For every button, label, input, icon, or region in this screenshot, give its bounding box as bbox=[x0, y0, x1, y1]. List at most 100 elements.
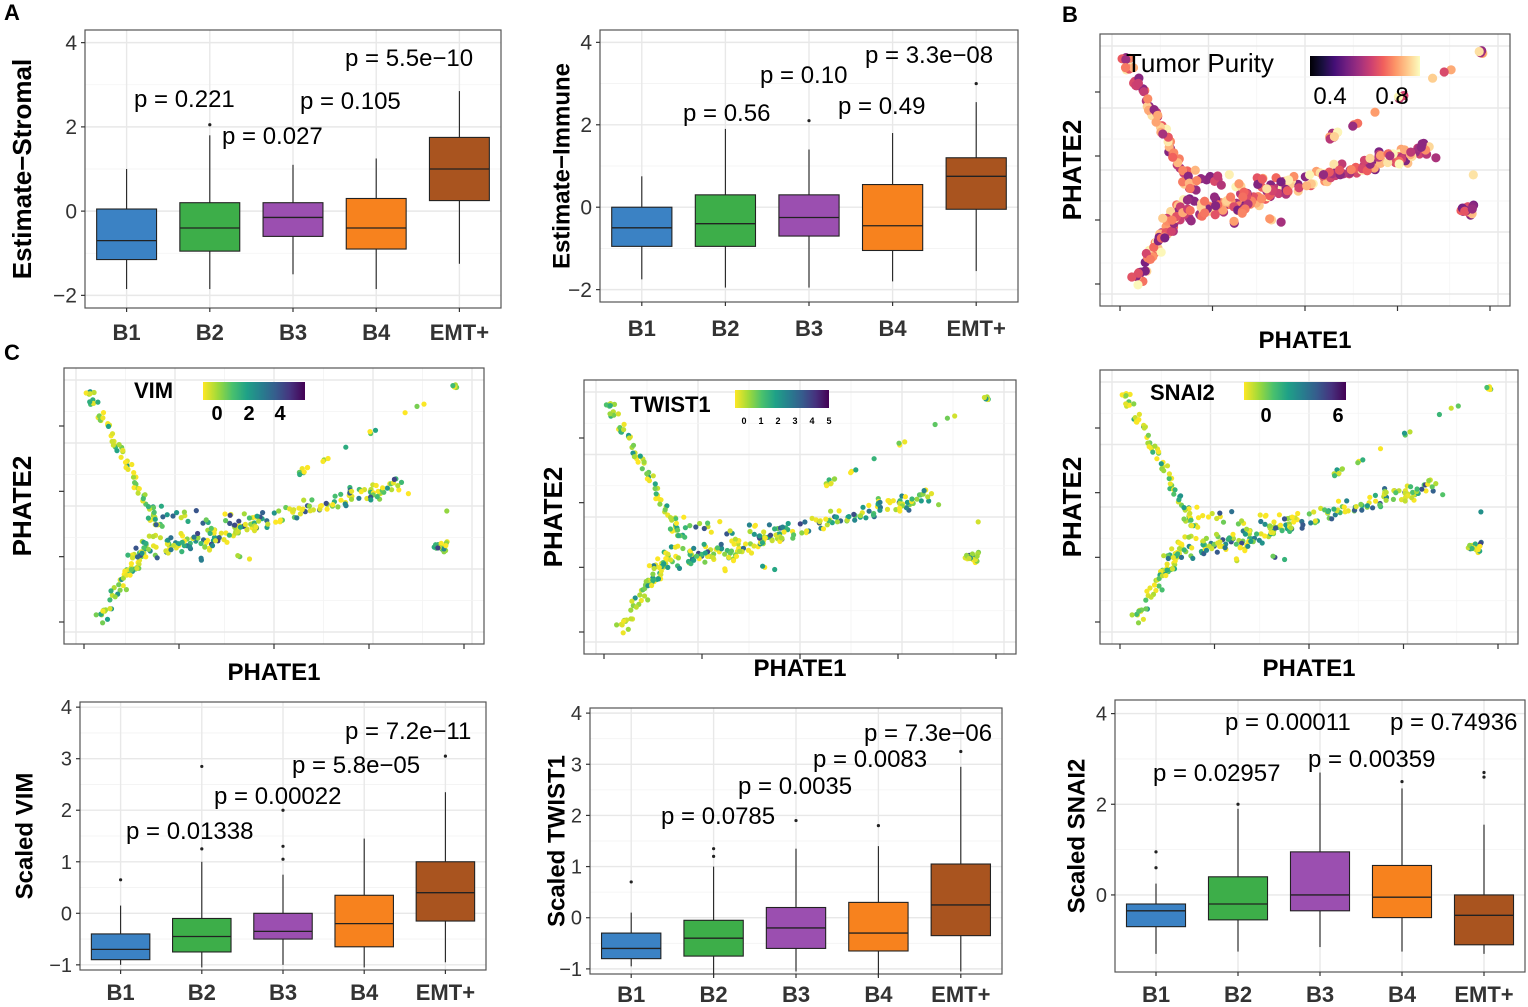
data-point bbox=[921, 488, 927, 494]
data-point bbox=[154, 555, 160, 561]
data-point bbox=[1156, 247, 1166, 257]
box-B2 bbox=[694, 194, 757, 247]
data-point bbox=[656, 564, 662, 571]
data-point bbox=[153, 544, 159, 550]
y-tick-label: 2 bbox=[61, 800, 72, 822]
data-point bbox=[645, 597, 651, 603]
data-point bbox=[1306, 511, 1312, 517]
data-point bbox=[1166, 475, 1172, 482]
data-point bbox=[207, 530, 213, 537]
outlier-point bbox=[1236, 802, 1240, 806]
data-point bbox=[111, 585, 117, 591]
data-point bbox=[1190, 165, 1200, 175]
y-tick-label: 0 bbox=[61, 903, 72, 925]
y-tick-label: 4 bbox=[65, 32, 77, 55]
data-point bbox=[629, 598, 635, 604]
data-point bbox=[652, 481, 658, 487]
data-point bbox=[681, 514, 687, 520]
data-point bbox=[87, 391, 93, 397]
outlier-point bbox=[712, 847, 716, 851]
data-point bbox=[122, 459, 129, 465]
data-point bbox=[202, 544, 208, 550]
data-point bbox=[1359, 507, 1365, 513]
data-point bbox=[804, 528, 810, 534]
data-point bbox=[680, 545, 686, 552]
data-point bbox=[1276, 512, 1282, 518]
data-point bbox=[120, 583, 126, 589]
data-point bbox=[1135, 620, 1142, 626]
data-point bbox=[1360, 457, 1366, 463]
data-point bbox=[1409, 495, 1415, 501]
data-point bbox=[1182, 534, 1188, 540]
data-point bbox=[133, 545, 139, 551]
data-point bbox=[1214, 549, 1220, 555]
data-point bbox=[114, 448, 120, 454]
y-axis-title: PHATE2 bbox=[1057, 457, 1087, 558]
data-point bbox=[630, 442, 637, 448]
data-point bbox=[277, 517, 283, 523]
data-point bbox=[1262, 521, 1268, 527]
data-point bbox=[1300, 522, 1306, 528]
p-value-annotation: p = 0.0083 bbox=[813, 746, 927, 773]
data-point bbox=[112, 594, 118, 600]
data-point bbox=[1215, 540, 1221, 546]
p-value-annotation: p = 0.105 bbox=[300, 88, 401, 115]
data-point bbox=[603, 402, 610, 408]
colorbar-tick-label: 0 bbox=[211, 403, 222, 425]
data-point bbox=[443, 543, 449, 549]
data-point bbox=[752, 523, 758, 529]
data-point bbox=[296, 505, 302, 511]
data-point bbox=[1467, 204, 1477, 214]
data-point bbox=[1182, 195, 1192, 205]
p-value-annotation: p = 0.74936 bbox=[1390, 709, 1517, 736]
data-point bbox=[384, 485, 390, 491]
data-point bbox=[290, 508, 296, 514]
y-tick-label: 0 bbox=[1096, 885, 1107, 907]
data-point bbox=[824, 522, 830, 528]
data-point bbox=[791, 532, 797, 538]
data-point bbox=[1433, 481, 1439, 487]
data-point bbox=[1394, 159, 1404, 169]
data-point bbox=[675, 533, 682, 539]
x-category-label: B3 bbox=[795, 316, 823, 341]
data-point bbox=[1133, 280, 1143, 290]
data-point bbox=[1477, 543, 1483, 549]
data-point bbox=[1417, 139, 1427, 149]
data-point bbox=[1372, 492, 1378, 498]
data-point bbox=[93, 612, 99, 618]
data-point bbox=[914, 496, 920, 502]
data-point bbox=[1428, 73, 1438, 83]
data-point bbox=[95, 399, 101, 405]
box-B2 bbox=[1207, 876, 1269, 921]
data-point bbox=[828, 480, 834, 486]
data-point bbox=[1213, 531, 1220, 537]
data-point bbox=[1401, 430, 1408, 436]
data-point bbox=[153, 522, 159, 528]
data-point bbox=[1166, 226, 1176, 236]
data-point bbox=[653, 491, 659, 497]
outlier-point bbox=[1154, 866, 1158, 870]
outlier-point bbox=[974, 81, 978, 86]
data-point bbox=[778, 535, 785, 541]
data-point bbox=[846, 514, 852, 520]
data-point bbox=[633, 604, 639, 610]
data-point bbox=[743, 541, 749, 547]
data-point bbox=[226, 532, 232, 538]
data-point bbox=[877, 499, 883, 505]
x-category-label: EMT+ bbox=[947, 316, 1006, 341]
data-point bbox=[1311, 509, 1317, 515]
data-point bbox=[1150, 449, 1156, 455]
data-point bbox=[631, 454, 638, 460]
data-point bbox=[904, 499, 911, 505]
x-category-label: B1 bbox=[107, 980, 135, 1005]
data-point bbox=[178, 515, 184, 521]
data-point bbox=[1281, 516, 1288, 522]
data-point bbox=[105, 423, 112, 429]
data-point bbox=[701, 541, 707, 547]
colorbar-tick-label: 0 bbox=[741, 416, 746, 426]
y-axis-title: PHATE2 bbox=[538, 467, 568, 568]
data-point bbox=[1472, 541, 1478, 547]
y-tick-label: 3 bbox=[571, 754, 582, 776]
data-point bbox=[621, 421, 627, 427]
y-tick-label: 3 bbox=[61, 749, 72, 771]
